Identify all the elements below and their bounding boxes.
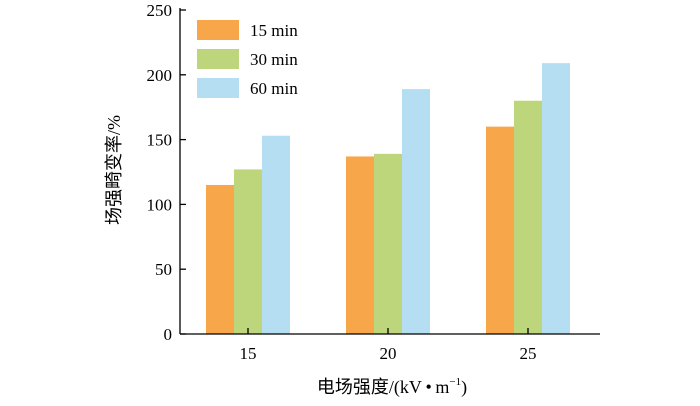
bars-layer xyxy=(206,63,570,335)
bar-25-30min xyxy=(514,100,542,334)
x-tick-label: 20 xyxy=(380,344,397,363)
x-tick-label: 15 xyxy=(240,344,257,363)
bar-20-15min xyxy=(346,156,374,334)
legend-swatch-30min xyxy=(197,49,239,69)
legend-label-30min: 30 min xyxy=(250,50,298,69)
y-tick-label: 100 xyxy=(147,195,173,214)
y-tick-label: 50 xyxy=(155,260,172,279)
x-axis-title-superscript: −1 xyxy=(449,376,461,388)
y-tick-label: 0 xyxy=(164,325,173,344)
y-tick-label: 200 xyxy=(147,66,173,85)
bar-25-15min xyxy=(486,126,514,334)
x-axis-title-main: 电场强度/(kV • m xyxy=(317,377,450,398)
legend-label-60min: 60 min xyxy=(250,79,298,98)
bar-15-60min xyxy=(262,135,290,334)
x-tick-label: 25 xyxy=(520,344,537,363)
y-tick-label: 150 xyxy=(147,131,173,150)
legend-swatch-60min xyxy=(197,78,239,98)
y-tick-label: 250 xyxy=(147,1,173,20)
bar-20-60min xyxy=(402,89,430,334)
bar-15-30min xyxy=(234,169,262,334)
bar-20-30min xyxy=(374,153,402,334)
y-axis-title: 场强畸变率/% xyxy=(104,115,124,225)
legend: 15 min 30 min 60 min xyxy=(197,20,298,98)
axes-layer xyxy=(179,8,600,335)
x-axis-title: 电场强度/(kV • m−1) xyxy=(317,376,467,398)
ticks-layer: 0 50 100 150 200 250 15 20 25 xyxy=(147,1,537,363)
legend-swatch-15min xyxy=(197,20,239,40)
x-axis-title-close: ) xyxy=(461,377,467,398)
legend-label-15min: 15 min xyxy=(250,21,298,40)
bar-25-60min xyxy=(542,63,570,335)
bar-15-15min xyxy=(206,184,234,334)
